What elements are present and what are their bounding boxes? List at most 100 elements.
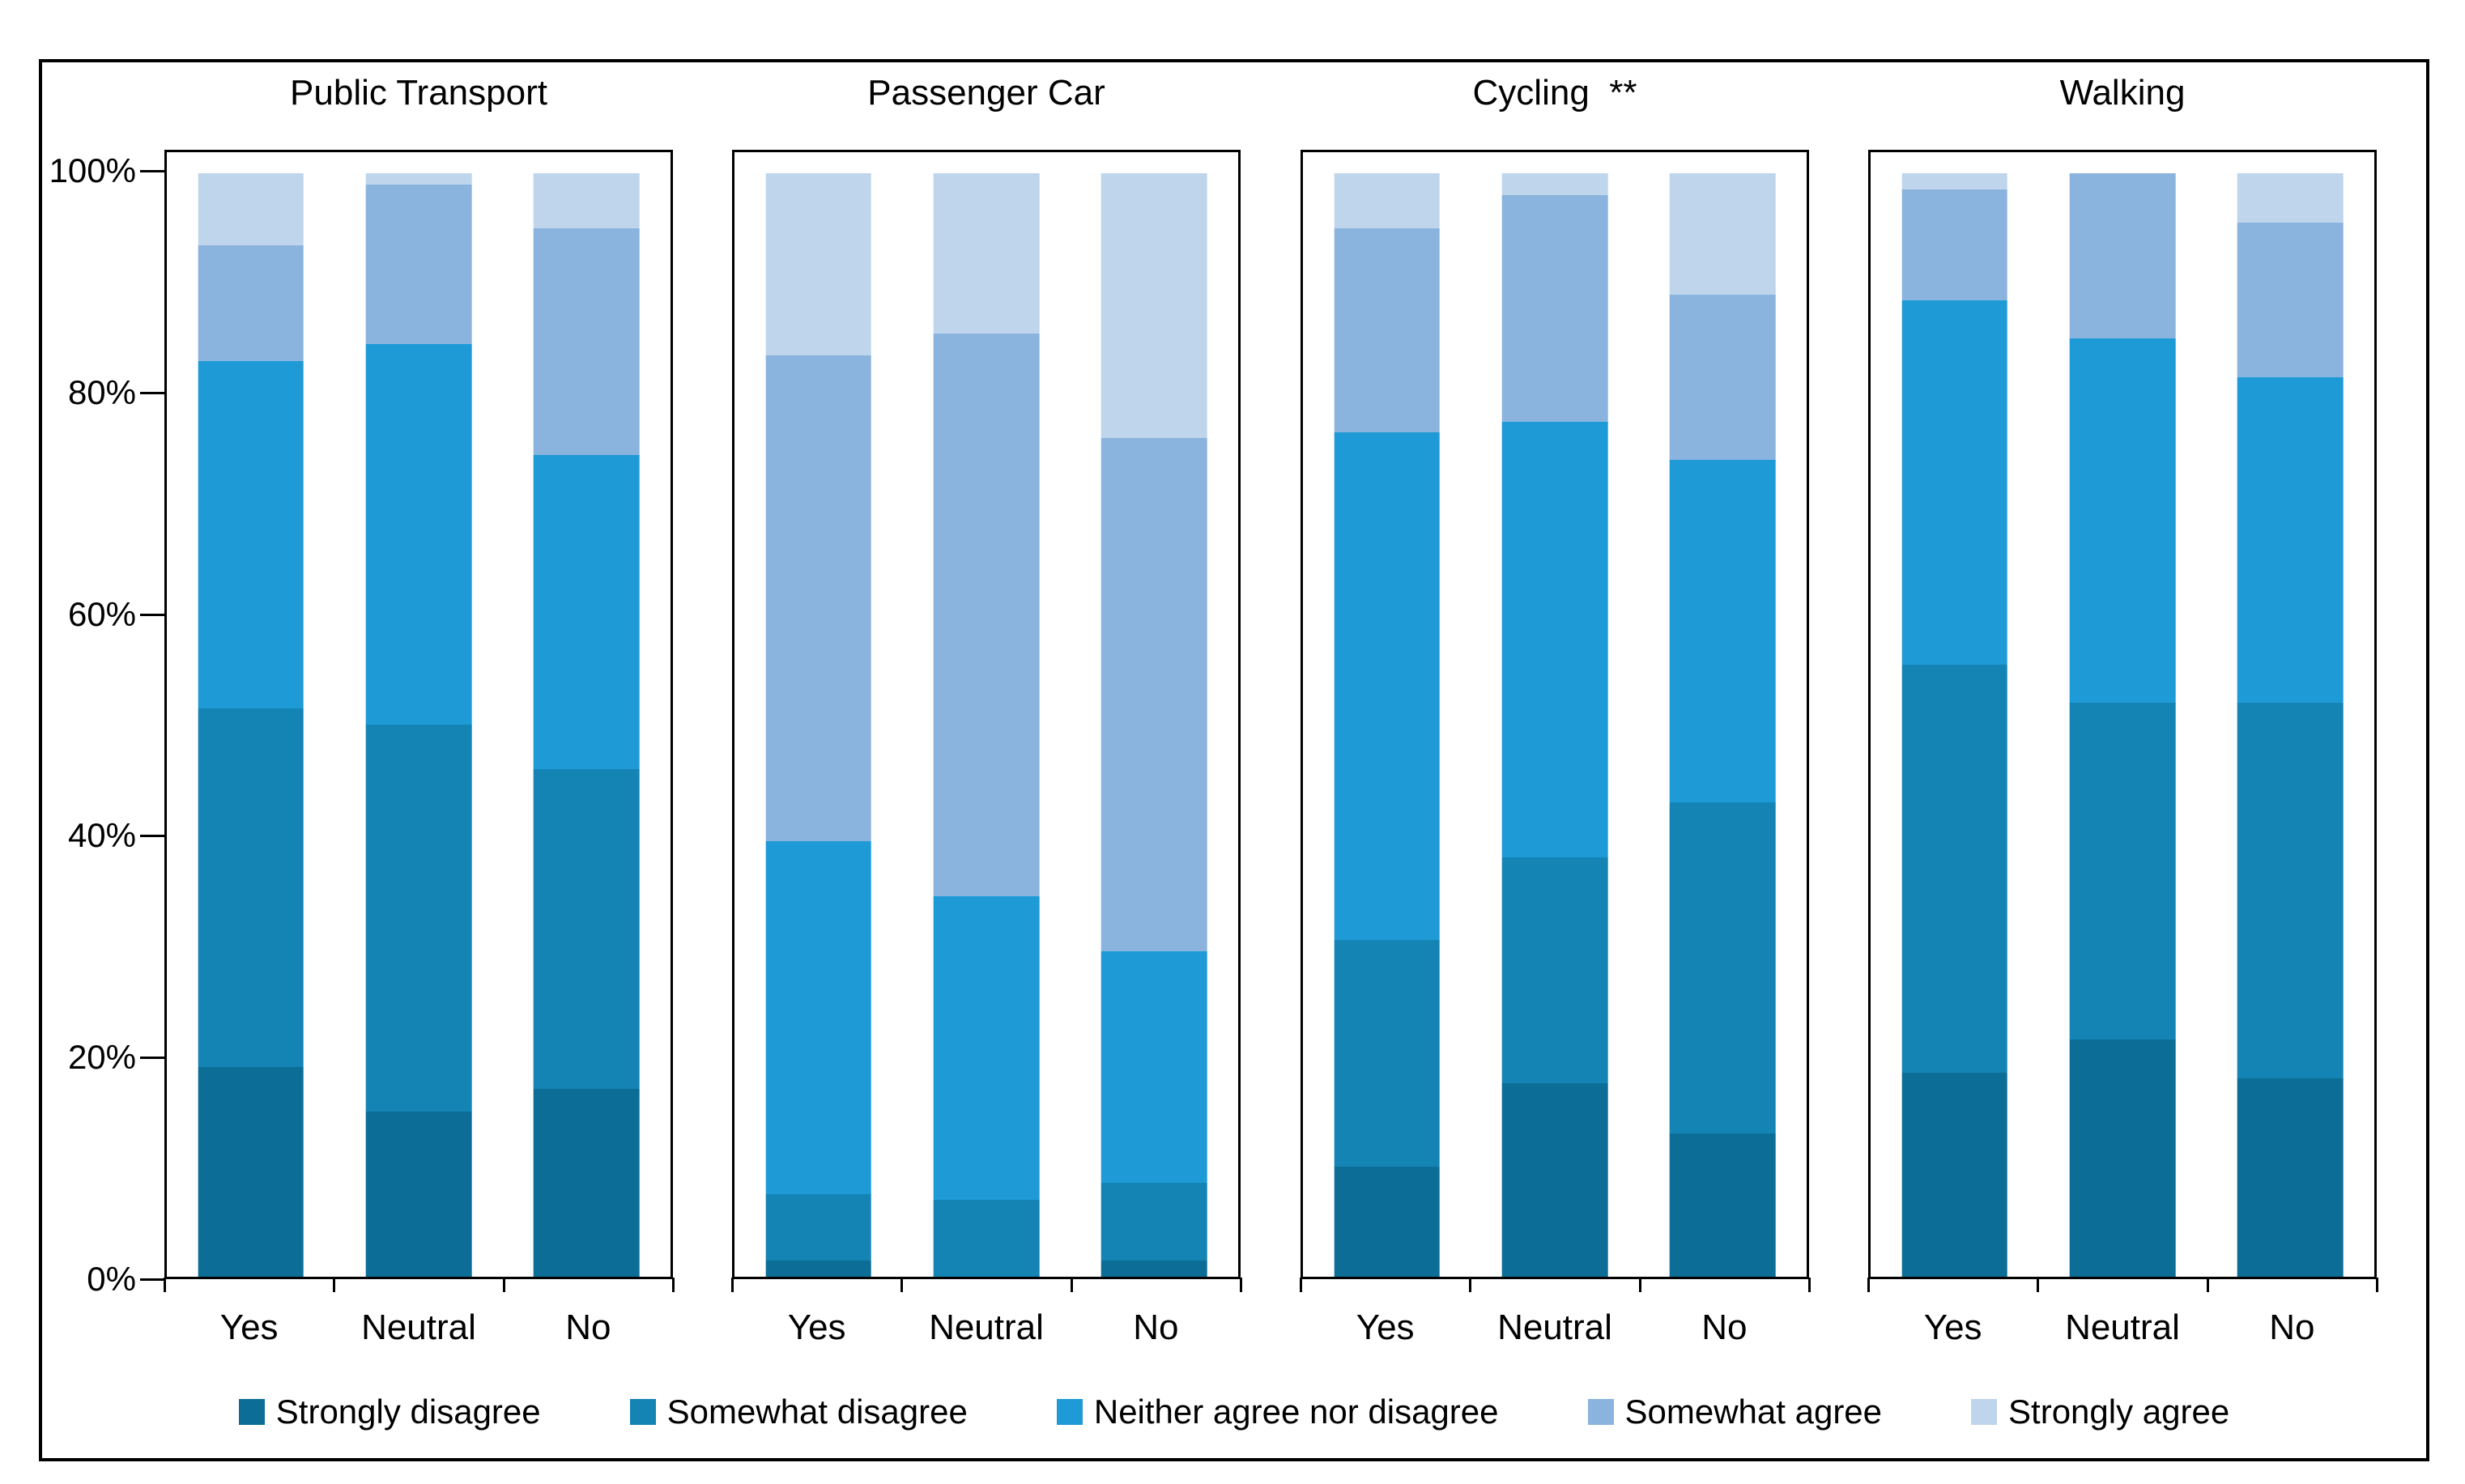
bar-slot xyxy=(2038,173,2206,1277)
bar-segment xyxy=(1101,438,1207,951)
bar-segment xyxy=(933,173,1040,334)
legend-label: Strongly agree xyxy=(2008,1393,2230,1431)
legend-swatch-icon xyxy=(629,1399,656,1425)
y-axis-tick-label: 80% xyxy=(67,372,136,411)
bar-segment xyxy=(198,708,304,1068)
bar-slot xyxy=(1303,173,1471,1277)
y-axis-tick-mark xyxy=(140,1278,164,1281)
bars-area xyxy=(167,173,671,1277)
panel-title: Public Transport xyxy=(290,73,547,113)
bar-segment xyxy=(1901,189,2007,300)
plot-area xyxy=(1868,150,2377,1279)
bar-segment xyxy=(1901,173,2007,190)
bar-segment xyxy=(1501,195,1608,422)
bar-segment xyxy=(2237,223,2344,378)
y-axis-tick-label: 40% xyxy=(67,816,136,855)
bar-segment xyxy=(2069,338,2176,704)
bar-segment xyxy=(2069,703,2176,1040)
category-label: Neutral xyxy=(361,1308,476,1347)
bar-slot xyxy=(1871,173,2038,1277)
bar-no xyxy=(1101,173,1207,1277)
bar-segment xyxy=(1501,857,1608,1084)
x-axis-tick-mark xyxy=(2376,1278,2378,1292)
bar-segment xyxy=(1334,228,1440,433)
panel-title: Walking xyxy=(2059,73,2186,113)
bar-no xyxy=(534,173,640,1277)
bar-segment xyxy=(1670,1133,1776,1277)
bar-segment xyxy=(365,1111,472,1277)
bar-slot xyxy=(167,173,334,1277)
legend-item: Somewhat agree xyxy=(1587,1389,1882,1435)
y-axis-tick-mark xyxy=(140,835,164,838)
bar-slot xyxy=(1071,173,1238,1277)
bar-slot xyxy=(2207,173,2374,1277)
category-label: Yes xyxy=(1923,1308,1982,1347)
bar-segment xyxy=(765,1193,871,1261)
x-axis-tick-mark xyxy=(2037,1278,2040,1292)
bar-segment xyxy=(933,895,1040,1200)
bar-segment xyxy=(1101,1260,1207,1277)
bar-segment xyxy=(1334,173,1440,229)
plot-area xyxy=(164,150,673,1279)
y-axis-tick-label: 100% xyxy=(49,151,136,189)
bar-segment xyxy=(365,184,472,345)
category-label: Neutral xyxy=(2065,1308,2180,1347)
category-label: Yes xyxy=(219,1308,279,1347)
bar-slot xyxy=(1471,173,1638,1277)
bar-segment xyxy=(198,360,304,709)
bars-area xyxy=(1871,173,2374,1277)
x-axis-tick-mark xyxy=(900,1278,904,1292)
bar-segment xyxy=(933,1199,1040,1277)
legend-item: Neither agree nor disagree xyxy=(1056,1389,1499,1435)
x-axis-tick-mark xyxy=(333,1278,336,1292)
bar-segment xyxy=(1901,300,2007,665)
x-axis-tick-mark xyxy=(502,1278,505,1292)
bars-area xyxy=(1303,173,1807,1277)
bar-segment xyxy=(365,344,472,725)
bar-segment xyxy=(1670,173,1776,295)
bar-slot xyxy=(1639,173,1807,1277)
category-label: Yes xyxy=(1356,1308,1415,1347)
bar-yes xyxy=(198,173,304,1277)
y-axis-tick-label: 0% xyxy=(87,1260,136,1298)
y-axis-tick-label: 60% xyxy=(67,594,136,633)
legend-label: Somewhat disagree xyxy=(666,1393,968,1431)
category-label: No xyxy=(565,1308,611,1347)
category-label: Neutral xyxy=(929,1308,1044,1347)
x-axis-tick-mark xyxy=(164,1278,166,1292)
legend-item: Strongly disagree xyxy=(238,1389,541,1435)
bar-segment xyxy=(365,725,472,1112)
y-axis-tick-mark xyxy=(140,1057,164,1060)
bar-segment xyxy=(765,840,871,1194)
legend-swatch-icon xyxy=(1587,1399,1614,1425)
panel-title: Cycling ** xyxy=(1472,73,1637,113)
bar-yes xyxy=(765,173,871,1277)
x-axis-tick-mark xyxy=(731,1278,734,1292)
x-axis-tick-mark xyxy=(1300,1278,1302,1292)
bar-no xyxy=(2237,173,2344,1277)
plot-area xyxy=(1301,150,1809,1279)
bar-segment xyxy=(2237,1078,2344,1277)
x-axis-tick-mark xyxy=(1638,1278,1641,1292)
bar-neutral xyxy=(365,173,472,1277)
bar-segment xyxy=(1334,432,1440,941)
x-axis-tick-mark xyxy=(1808,1278,1811,1292)
bar-segment xyxy=(765,173,871,355)
bar-segment xyxy=(1334,1166,1440,1277)
bar-segment xyxy=(534,173,640,229)
bar-segment xyxy=(2237,703,2344,1078)
bar-segment xyxy=(534,228,640,455)
bar-segment xyxy=(1334,940,1440,1167)
bar-segment xyxy=(1101,173,1207,439)
bar-segment xyxy=(765,355,871,841)
bar-segment xyxy=(534,1089,640,1277)
bar-slot xyxy=(734,173,902,1277)
x-axis-tick-mark xyxy=(672,1278,675,1292)
category-label: No xyxy=(2269,1308,2315,1347)
bar-segment xyxy=(2237,173,2344,223)
x-axis-tick-mark xyxy=(1240,1278,1242,1292)
bar-segment xyxy=(2237,377,2344,704)
bar-neutral xyxy=(1501,173,1608,1277)
legend-label: Strongly disagree xyxy=(275,1393,541,1431)
